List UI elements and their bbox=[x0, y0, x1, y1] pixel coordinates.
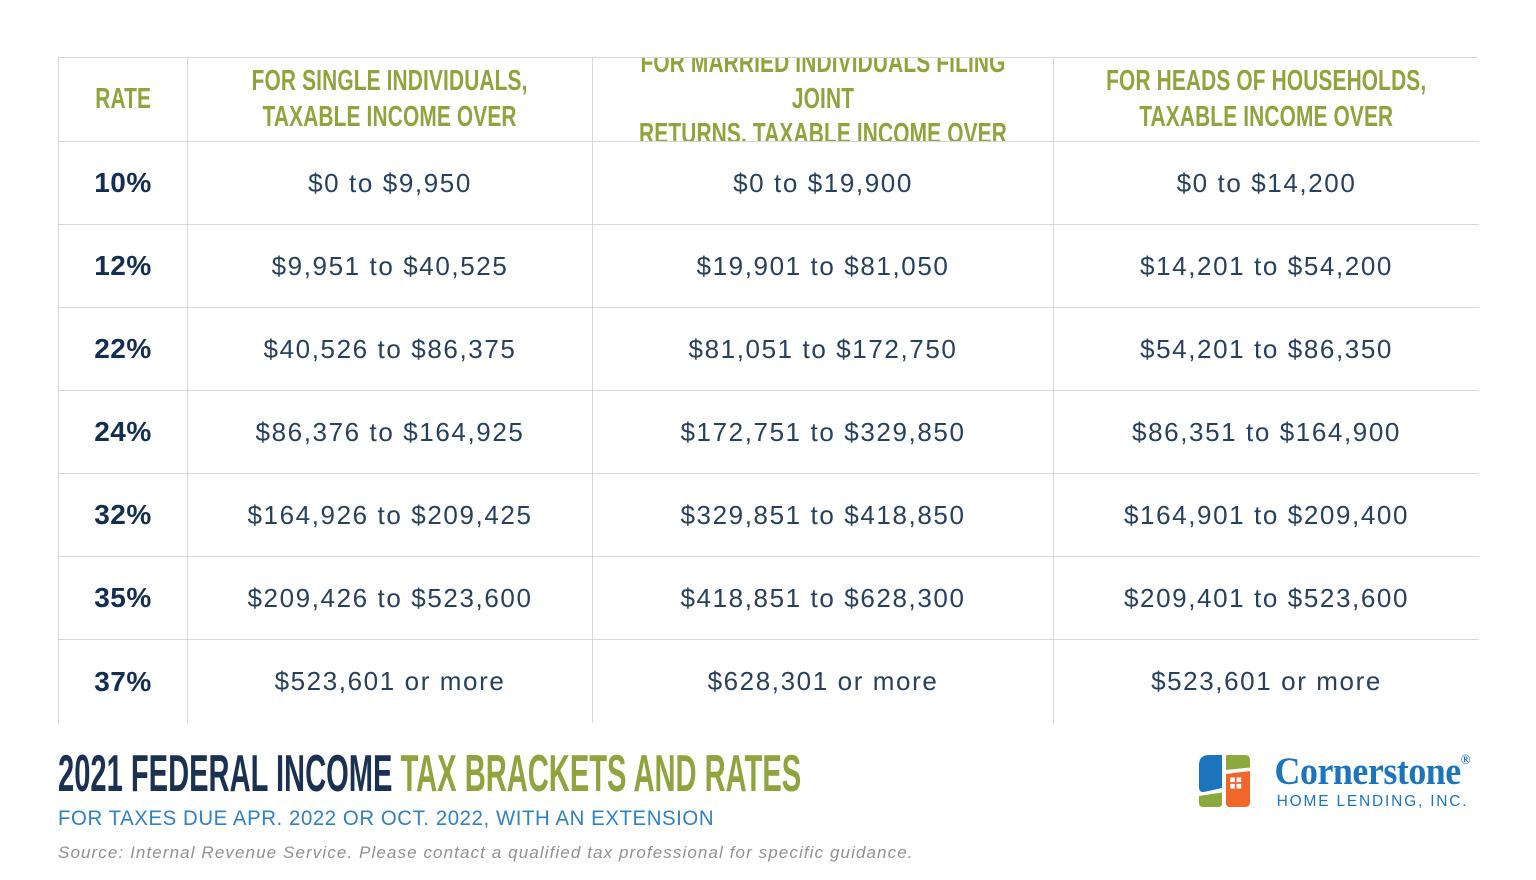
single-bracket: $523,601 or more bbox=[188, 640, 593, 723]
rate-value: 24% bbox=[59, 391, 188, 474]
page-title-dark: 2021 FEDERAL INCOME bbox=[58, 745, 401, 803]
single-bracket: $40,526 to $86,375 bbox=[188, 308, 593, 391]
col-header-married-label: FOR MARRIED INDIVIDUALS FILING JOINT RET… bbox=[639, 58, 1007, 142]
single-bracket: $164,926 to $209,425 bbox=[188, 474, 593, 557]
footer: 2021 FEDERAL INCOME TAX BRACKETS AND RAT… bbox=[58, 748, 1385, 831]
cornerstone-wordmark-label: Cornerstone bbox=[1274, 749, 1462, 793]
cornerstone-logo-icon bbox=[1199, 755, 1251, 807]
col-header-rate-label: RATE bbox=[95, 82, 151, 115]
col-header-single: FOR SINGLE INDIVIDUALS, TAXABLE INCOME O… bbox=[188, 58, 593, 142]
single-bracket: $86,376 to $164,925 bbox=[188, 391, 593, 474]
page-subtitle: FOR TAXES DUE APR. 2022 OR OCT. 2022, WI… bbox=[58, 807, 715, 830]
col-header-rate: RATE bbox=[59, 58, 188, 142]
col-header-hoh-label: FOR HEADS OF HOUSEHOLDS, TAXABLE INCOME … bbox=[1106, 65, 1427, 133]
single-bracket: $209,426 to $523,600 bbox=[188, 557, 593, 640]
cornerstone-logo-text: Cornerstone® HOME LENDING, INC. bbox=[1266, 752, 1479, 811]
married-bracket: $628,301 or more bbox=[593, 640, 1054, 723]
col-header-married: FOR MARRIED INDIVIDUALS FILING JOINT RET… bbox=[593, 58, 1054, 142]
married-bracket: $0 to $19,900 bbox=[593, 142, 1054, 225]
registered-mark: ® bbox=[1460, 752, 1471, 768]
single-bracket: $0 to $9,950 bbox=[188, 142, 593, 225]
cornerstone-wordmark: Cornerstone® bbox=[1275, 752, 1471, 791]
hoh-bracket: $209,401 to $523,600 bbox=[1054, 557, 1479, 640]
hoh-bracket: $164,901 to $209,400 bbox=[1054, 474, 1479, 557]
married-bracket: $19,901 to $81,050 bbox=[593, 225, 1054, 308]
married-bracket: $172,751 to $329,850 bbox=[593, 391, 1054, 474]
col-header-hoh: FOR HEADS OF HOUSEHOLDS, TAXABLE INCOME … bbox=[1054, 58, 1479, 142]
single-bracket: $9,951 to $40,525 bbox=[188, 225, 593, 308]
page-title-green: TAX BRACKETS AND RATES bbox=[400, 745, 802, 803]
rate-value: 35% bbox=[59, 557, 188, 640]
cornerstone-logo: Cornerstone® HOME LENDING, INC. bbox=[1196, 751, 1479, 811]
page-title: 2021 FEDERAL INCOME TAX BRACKETS AND RAT… bbox=[58, 748, 801, 800]
married-bracket: $81,051 to $172,750 bbox=[593, 308, 1054, 391]
col-header-single-label: FOR SINGLE INDIVIDUALS, TAXABLE INCOME O… bbox=[252, 65, 528, 133]
hoh-bracket: $54,201 to $86,350 bbox=[1054, 308, 1479, 391]
hoh-bracket: $0 to $14,200 bbox=[1054, 142, 1479, 225]
cornerstone-tagline: HOME LENDING, INC. bbox=[1276, 792, 1469, 810]
hoh-bracket: $14,201 to $54,200 bbox=[1054, 225, 1479, 308]
married-bracket: $418,851 to $628,300 bbox=[593, 557, 1054, 640]
hoh-bracket: $86,351 to $164,900 bbox=[1054, 391, 1479, 474]
rate-value: 32% bbox=[59, 474, 188, 557]
tax-brackets-table: RATE FOR SINGLE INDIVIDUALS, TAXABLE INC… bbox=[58, 57, 1479, 723]
rate-value: 10% bbox=[59, 142, 188, 225]
rate-value: 37% bbox=[59, 640, 188, 723]
rate-value: 12% bbox=[59, 225, 188, 308]
married-bracket: $329,851 to $418,850 bbox=[593, 474, 1054, 557]
hoh-bracket: $523,601 or more bbox=[1054, 640, 1479, 723]
source-note: Source: Internal Revenue Service. Please… bbox=[58, 843, 914, 862]
rate-value: 22% bbox=[59, 308, 188, 391]
